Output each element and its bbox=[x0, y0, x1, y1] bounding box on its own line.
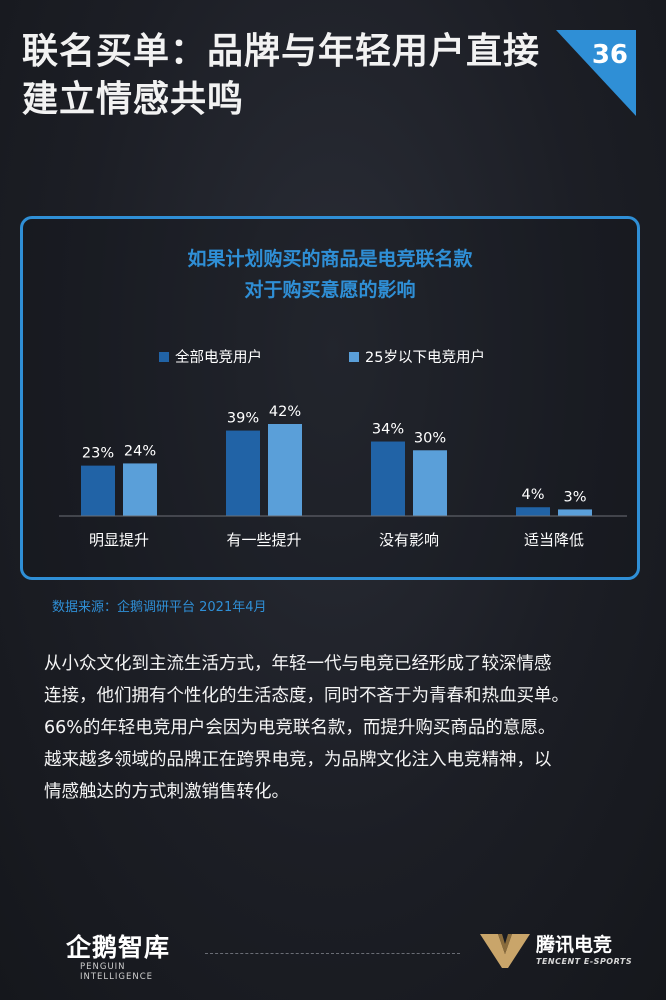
legend-swatch bbox=[159, 352, 169, 362]
tencent-esports-v-icon bbox=[480, 934, 530, 968]
bar bbox=[558, 509, 592, 516]
bar bbox=[516, 507, 550, 516]
bar bbox=[81, 465, 115, 516]
data-label: 24% bbox=[124, 443, 156, 459]
bar-group: 23% 24% 39% 42% 34% 30% 4% 3% bbox=[81, 404, 592, 516]
x-tick-label: 明显提升 bbox=[89, 531, 149, 549]
chart-panel: 如果计划购买的商品是电竞联名款 对于购买意愿的影响 全部电竞用户 25岁以下电竞用… bbox=[20, 216, 640, 580]
source-note: 数据来源：企鹅调研平台 2021年4月 bbox=[52, 600, 267, 615]
bar-chart: 如果计划购买的商品是电竞联名款 对于购买意愿的影响 全部电竞用户 25岁以下电竞用… bbox=[59, 247, 627, 549]
bar bbox=[413, 450, 447, 516]
bar bbox=[123, 463, 157, 516]
data-label: 30% bbox=[414, 430, 446, 446]
penguin-logo-text: 企鹅智库 bbox=[66, 933, 171, 962]
chart-title-line-2: 对于购买意愿的影响 bbox=[244, 278, 415, 301]
page-title: 联名买单：品牌与年轻用户直接建立情感共鸣 bbox=[22, 31, 541, 120]
chart-title-line-1: 如果计划购买的商品是电竞联名款 bbox=[187, 247, 473, 270]
body-paragraph: 从小众文化到主流生活方式，年轻一代与电竞已经形成了较深情感 连接，他们拥有个性化… bbox=[44, 648, 640, 808]
bar bbox=[268, 424, 302, 516]
footer-divider bbox=[205, 953, 460, 954]
data-label: 4% bbox=[521, 487, 544, 503]
legend-swatch bbox=[349, 352, 359, 362]
bar bbox=[371, 441, 405, 516]
x-tick-label: 有一些提升 bbox=[226, 531, 301, 549]
chart-legend: 全部电竞用户 25岁以下电竞用户 bbox=[159, 348, 485, 366]
bar bbox=[226, 430, 260, 516]
body-line: 情感触达的方式刺激销售转化。 bbox=[44, 782, 289, 802]
legend-label: 全部电竞用户 bbox=[175, 348, 262, 366]
tencent-esports-logo-subtext: TENCENT E-SPORTS bbox=[536, 957, 633, 966]
data-label: 42% bbox=[269, 404, 301, 420]
penguin-logo-subtext: PENGUIN INTELLIGENCE bbox=[80, 962, 154, 982]
x-axis-labels: 明显提升 有一些提升 没有影响 适当降低 bbox=[89, 531, 584, 549]
tencent-esports-logo-text: 腾讯电竞 bbox=[536, 934, 613, 956]
page-number: 36 bbox=[591, 40, 628, 70]
penguin-intelligence-logo: 企鹅智库 PENGUIN INTELLIGENCE bbox=[66, 928, 192, 982]
data-label: 3% bbox=[563, 489, 586, 505]
legend-label: 25岁以下电竞用户 bbox=[365, 348, 485, 366]
body-line: 从小众文化到主流生活方式，年轻一代与电竞已经形成了较深情感 bbox=[44, 654, 552, 674]
data-label: 23% bbox=[82, 446, 114, 462]
data-label: 34% bbox=[372, 422, 404, 438]
x-tick-label: 没有影响 bbox=[379, 531, 439, 549]
tencent-esports-logo: 腾讯电竞 TENCENT E-SPORTS bbox=[480, 930, 640, 974]
body-line: 连接，他们拥有个性化的生活态度，同时不吝于为青春和热血买单。 bbox=[44, 686, 569, 706]
body-line: 越来越多领域的品牌正在跨界电竞，为品牌文化注入电竞精神，以 bbox=[44, 750, 552, 770]
page-corner-triangle bbox=[556, 30, 636, 116]
body-line: 66%的年轻电竞用户会因为电竞联名款，而提升购买商品的意愿。 bbox=[44, 718, 556, 738]
data-label: 39% bbox=[227, 411, 259, 427]
x-tick-label: 适当降低 bbox=[524, 531, 584, 549]
